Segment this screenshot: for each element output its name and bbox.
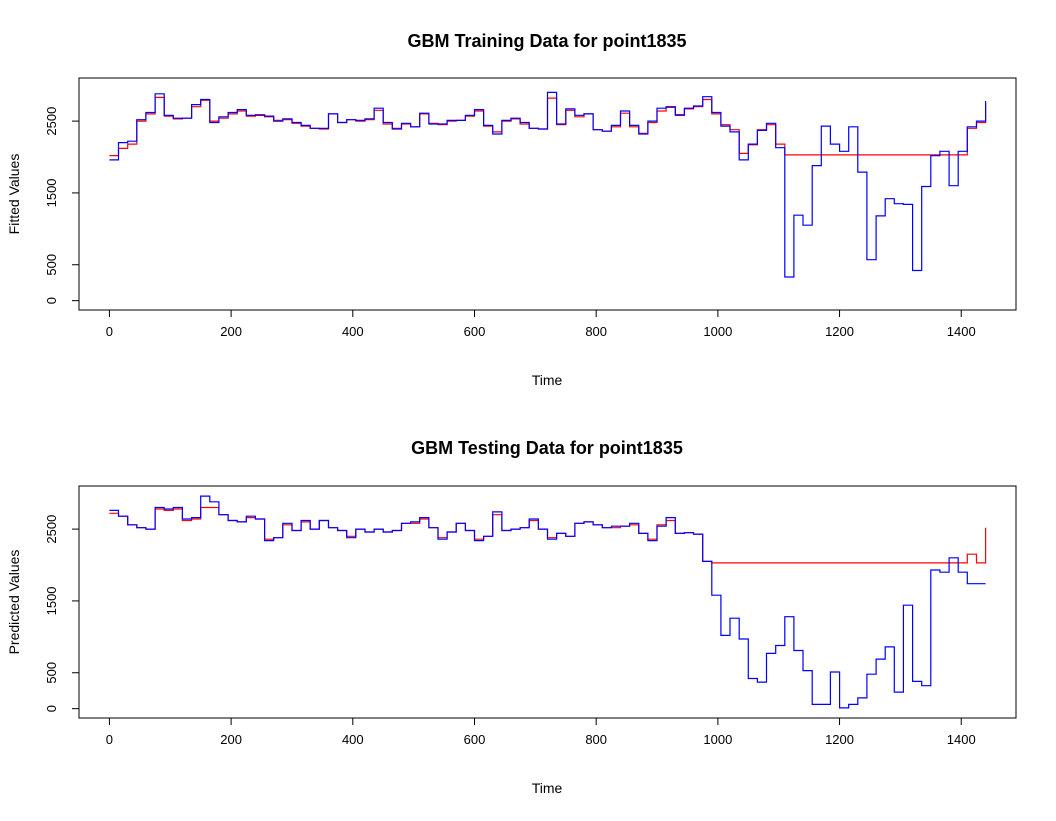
y-tick-label: 500 [44, 662, 59, 684]
chart-title: GBM Testing Data for point1835 [411, 438, 683, 458]
x-tick-label: 600 [464, 732, 486, 747]
x-tick-label: 1200 [825, 324, 854, 339]
testing-chart: GBM Testing Data for point1835 0 200 400 60… [6, 438, 1017, 796]
x-tick-label: 1400 [947, 732, 976, 747]
y-tick-label: 0 [44, 705, 59, 712]
y-tick-label: 1500 [44, 178, 59, 207]
x-tick-label: 0 [106, 324, 113, 339]
blue-series-line [109, 91, 987, 278]
x-tick-label: 800 [585, 732, 607, 747]
y-tick-label: 2500 [44, 515, 59, 544]
x-axis: 0 200 400 600 800 1000 1200 1400 [106, 717, 976, 747]
x-tick-label: 0 [106, 732, 113, 747]
series-group [109, 91, 987, 278]
plot-frame [78, 485, 1017, 719]
y-tick-label: 500 [44, 254, 59, 276]
x-axis-label: Time [532, 372, 563, 388]
x-tick-label: 200 [220, 732, 242, 747]
x-tick-label: 200 [220, 324, 242, 339]
red-series-line [109, 96, 987, 157]
y-axis-label: Fitted Values [6, 154, 22, 235]
training-chart: GBM Training Data for point1835 0 200 400 6… [6, 31, 1017, 388]
y-tick-label: 2500 [44, 107, 59, 136]
x-tick-label: 400 [342, 324, 364, 339]
blue-series-line [109, 495, 986, 709]
y-axis: 0 500 1500 2500 [44, 107, 80, 304]
x-tick-label: 800 [585, 324, 607, 339]
y-axis: 0 500 1500 2500 [44, 515, 80, 712]
x-axis-label: Time [532, 780, 563, 796]
x-tick-label: 1200 [825, 732, 854, 747]
x-tick-label: 600 [464, 324, 486, 339]
y-axis-label: Predicted Values [6, 550, 22, 655]
series-group [109, 495, 987, 709]
x-tick-label: 1000 [703, 324, 732, 339]
y-tick-label: 0 [44, 297, 59, 304]
chart-title: GBM Training Data for point1835 [407, 31, 686, 51]
x-tick-label: 1400 [947, 324, 976, 339]
x-axis: 0 200 400 600 800 1000 1200 1400 [106, 309, 976, 339]
x-tick-label: 400 [342, 732, 364, 747]
y-tick-label: 1500 [44, 586, 59, 615]
x-tick-label: 1000 [703, 732, 732, 747]
